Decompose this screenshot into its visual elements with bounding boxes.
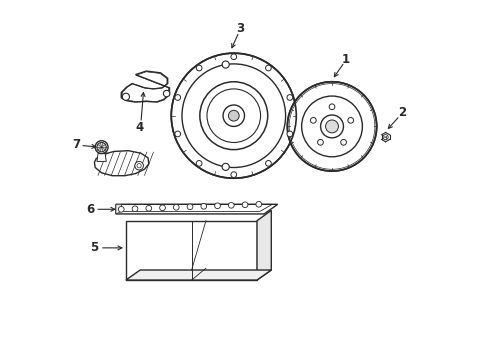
Text: 5: 5	[90, 241, 99, 255]
Circle shape	[122, 93, 129, 100]
Circle shape	[135, 161, 143, 170]
Circle shape	[196, 161, 202, 166]
Circle shape	[223, 105, 244, 126]
Circle shape	[137, 163, 141, 168]
Circle shape	[145, 206, 151, 211]
Circle shape	[228, 202, 234, 208]
Circle shape	[310, 117, 316, 123]
Circle shape	[175, 131, 180, 137]
Polygon shape	[116, 204, 277, 214]
Circle shape	[187, 204, 192, 210]
Circle shape	[317, 139, 323, 145]
Circle shape	[328, 104, 334, 110]
Circle shape	[163, 90, 169, 97]
Polygon shape	[116, 204, 121, 214]
Circle shape	[160, 205, 165, 211]
Polygon shape	[94, 151, 148, 176]
Circle shape	[242, 202, 247, 208]
Circle shape	[287, 82, 376, 171]
Circle shape	[340, 139, 346, 145]
Polygon shape	[97, 154, 106, 161]
Text: 1: 1	[341, 53, 349, 66]
Circle shape	[118, 206, 124, 212]
Circle shape	[265, 65, 271, 71]
Text: 4: 4	[135, 121, 143, 134]
Circle shape	[320, 115, 343, 138]
Circle shape	[286, 131, 292, 137]
Polygon shape	[121, 71, 169, 102]
Text: 7: 7	[72, 138, 80, 151]
Circle shape	[325, 120, 338, 133]
Circle shape	[222, 163, 229, 170]
Circle shape	[255, 202, 261, 207]
Circle shape	[97, 143, 106, 152]
Circle shape	[201, 203, 206, 209]
Circle shape	[95, 141, 108, 154]
Circle shape	[196, 65, 202, 71]
Polygon shape	[125, 221, 257, 280]
Polygon shape	[257, 210, 271, 280]
Circle shape	[171, 53, 296, 178]
Circle shape	[228, 111, 239, 121]
Circle shape	[230, 54, 236, 60]
Text: 6: 6	[86, 203, 94, 216]
Circle shape	[265, 161, 271, 166]
Text: 2: 2	[397, 106, 405, 120]
Circle shape	[173, 204, 179, 210]
Circle shape	[286, 95, 292, 100]
Circle shape	[175, 95, 180, 100]
Circle shape	[347, 117, 353, 123]
Circle shape	[230, 172, 236, 177]
Polygon shape	[125, 270, 271, 280]
Circle shape	[214, 203, 220, 209]
Circle shape	[132, 206, 138, 212]
Text: 3: 3	[236, 22, 244, 35]
Circle shape	[222, 61, 229, 68]
